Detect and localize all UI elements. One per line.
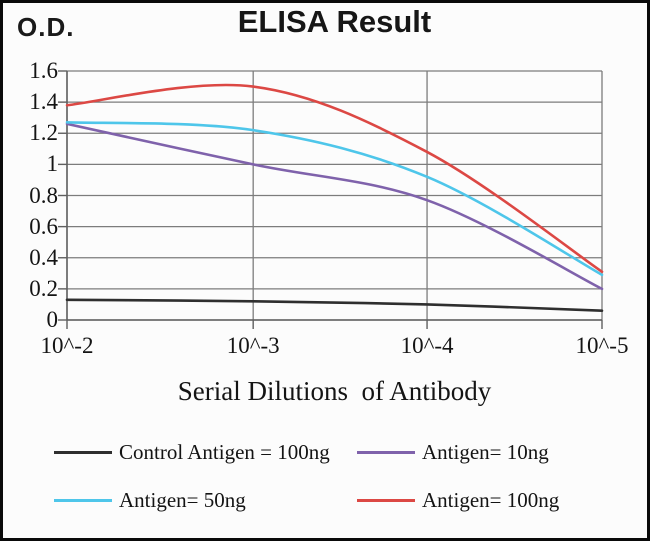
legend-item: Control Antigen = 100ng: [54, 439, 330, 465]
y-tick-label: 0.2: [29, 275, 58, 301]
chart-title: ELISA Result: [237, 4, 432, 39]
legend-item: Antigen= 100ng: [357, 487, 559, 513]
y-axis-unit-label: O.D.: [17, 12, 75, 42]
legend-item: Antigen= 50ng: [54, 487, 246, 513]
legend-line-swatch: [54, 450, 112, 454]
y-tick-label: 0: [46, 307, 59, 332]
x-axis-title: Serial Dilutions of Antibody: [177, 376, 492, 406]
x-tick-label: 10^-2: [40, 333, 94, 358]
legend-item-label: Antigen= 100ng: [422, 487, 560, 512]
y-tick-label: 1.4: [29, 89, 58, 115]
legend-item-label: Antigen= 10ng: [422, 439, 549, 464]
legend-line-swatch: [357, 498, 415, 502]
y-tick-label: 1: [46, 151, 59, 177]
legend-item-label: Control Antigen = 100ng: [119, 439, 330, 464]
legend-line-swatch: [54, 498, 112, 502]
legend-line-swatch: [357, 450, 415, 454]
x-tick-label: 10^-4: [400, 333, 454, 358]
legend-item: Antigen= 10ng: [357, 439, 549, 465]
x-tick-label: 10^-3: [226, 333, 280, 358]
y-tick-label: 1.6: [29, 58, 58, 83]
y-tick-label: 1.2: [29, 120, 58, 146]
x-tick-label: 10^-5: [575, 333, 629, 358]
y-tick-label: 0.8: [29, 182, 58, 208]
y-tick-label: 0.6: [29, 213, 58, 239]
y-tick-label: 0.4: [29, 244, 58, 270]
legend-item-label: Antigen= 50ng: [119, 487, 246, 512]
